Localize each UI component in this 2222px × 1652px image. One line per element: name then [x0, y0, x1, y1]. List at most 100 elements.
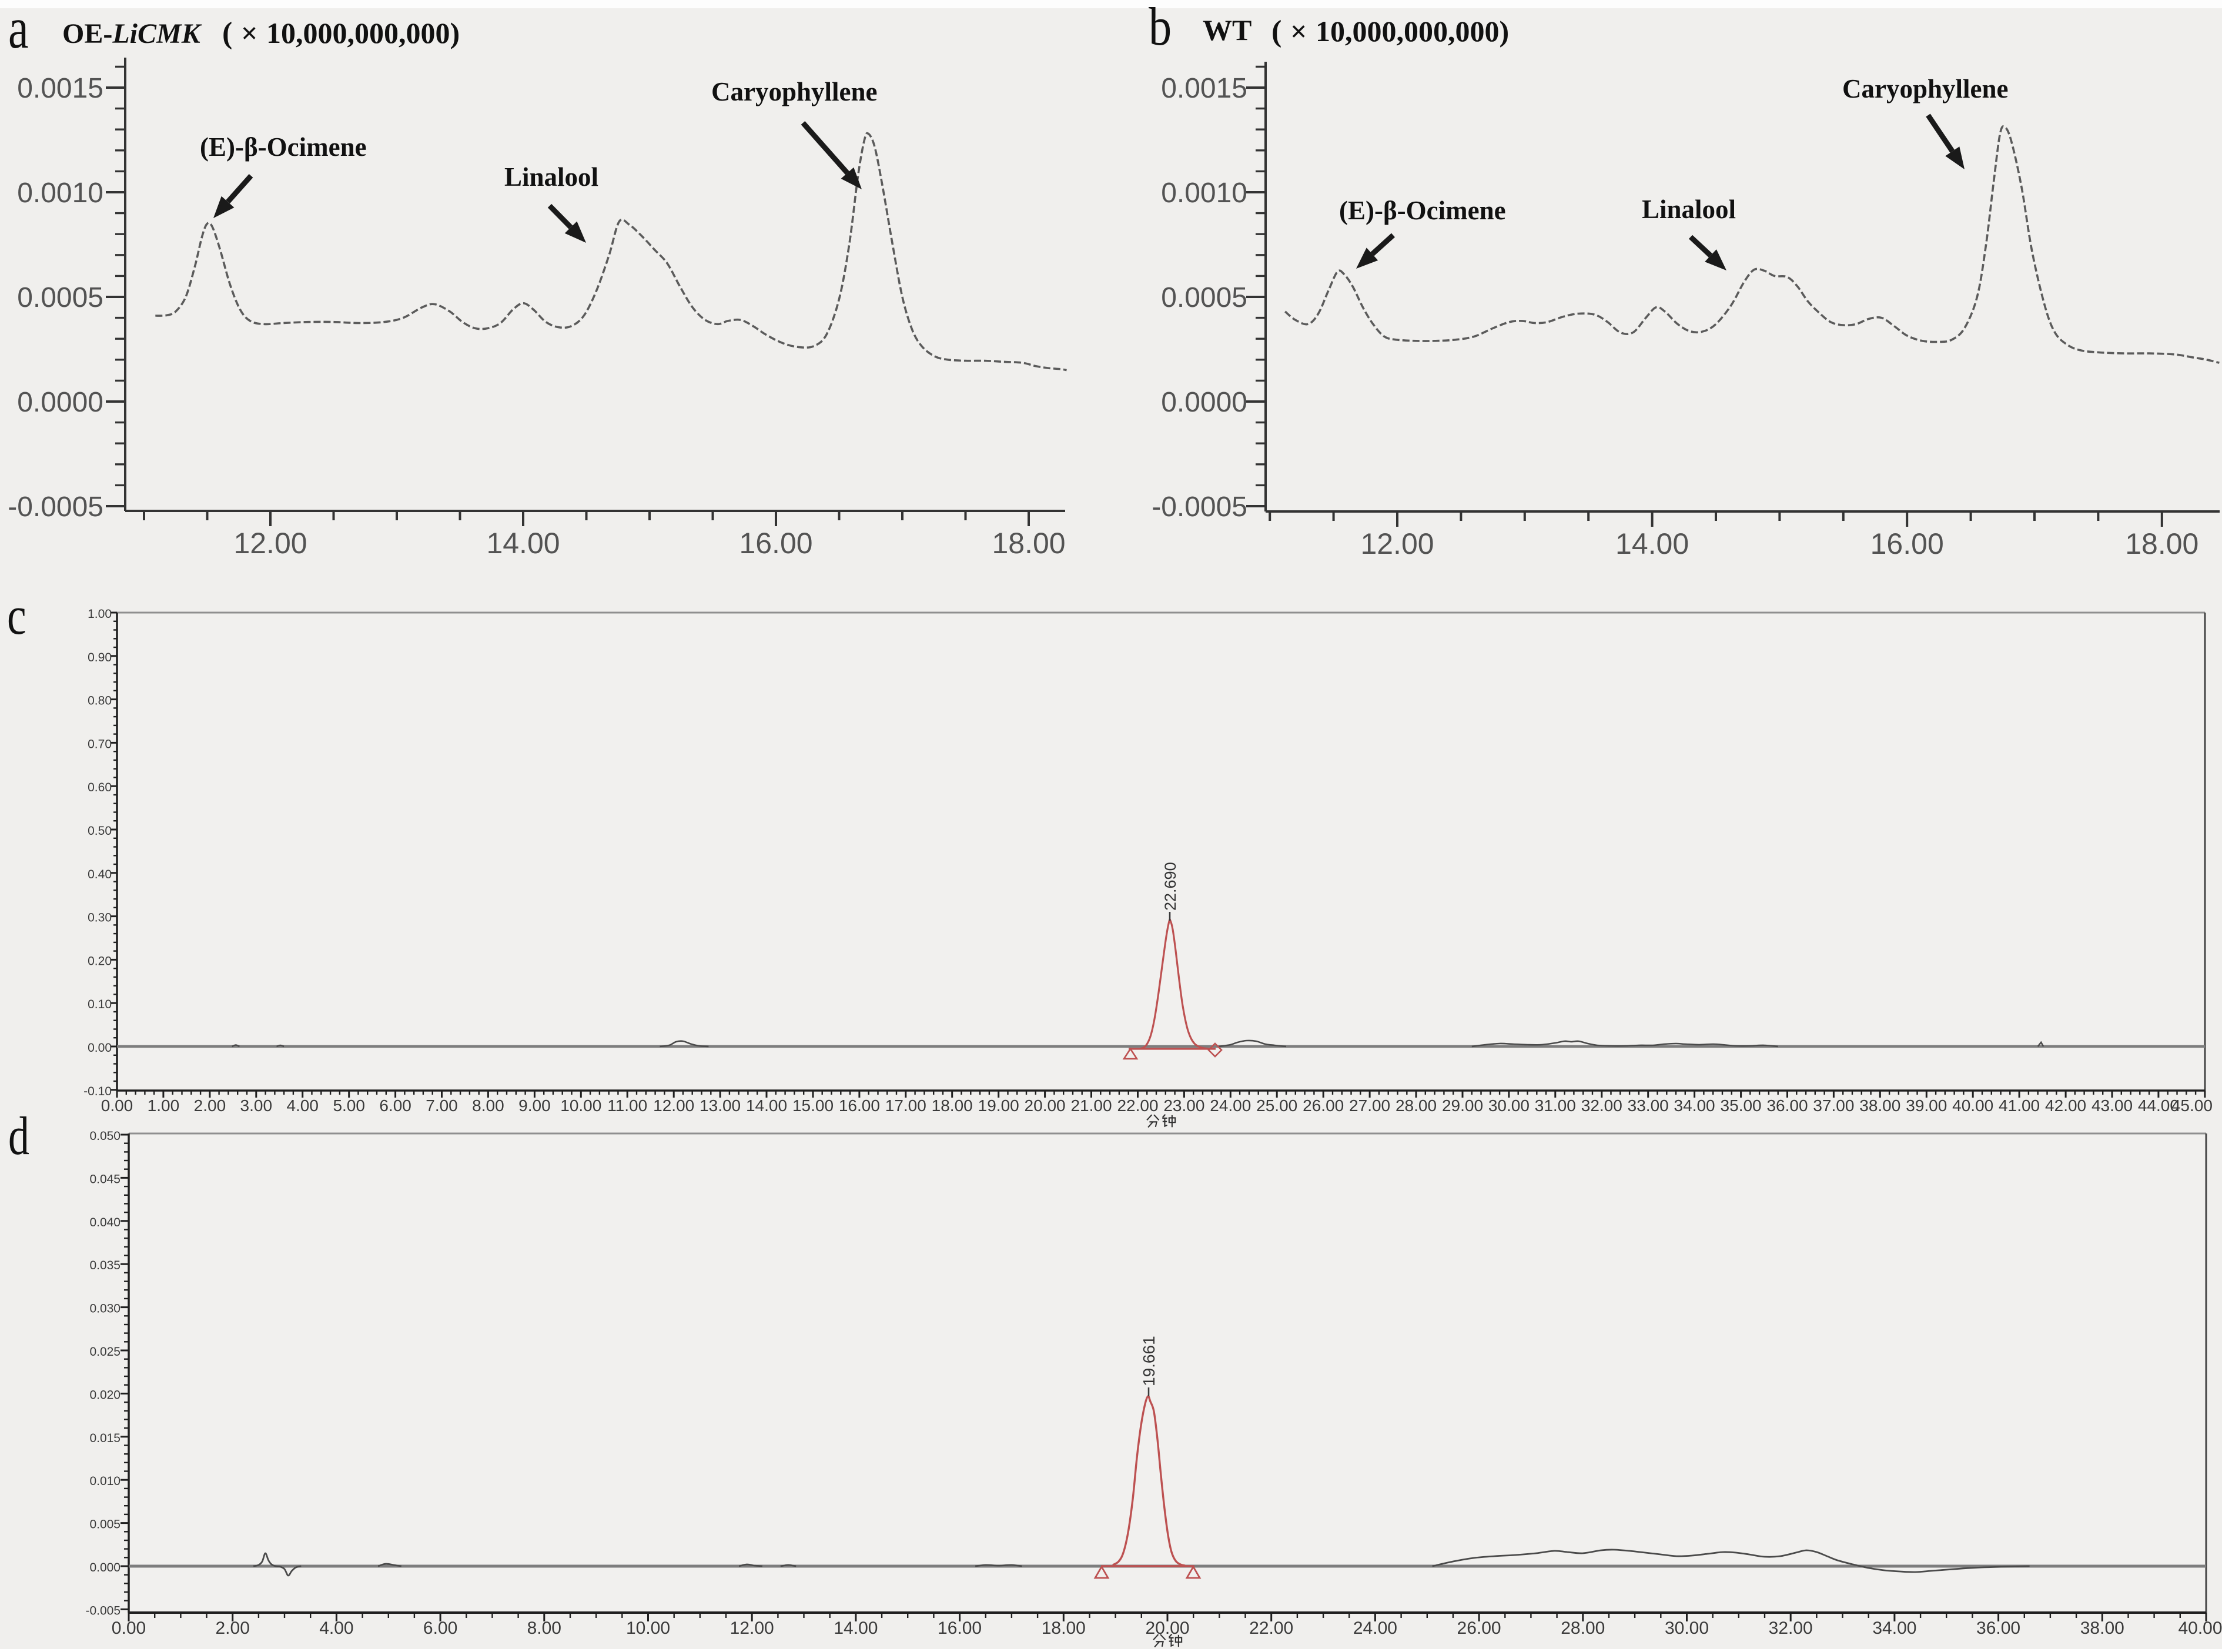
svg-text:6.00: 6.00: [379, 1096, 411, 1115]
svg-text:Caryophyllene: Caryophyllene: [711, 77, 878, 106]
svg-text:0.030: 0.030: [89, 1302, 121, 1316]
svg-text:0.0015: 0.0015: [1161, 73, 1247, 104]
svg-text:0.00: 0.00: [101, 1096, 133, 1115]
svg-text:32.00: 32.00: [1581, 1096, 1622, 1115]
svg-text:(E)-β-Ocimene: (E)-β-Ocimene: [200, 132, 367, 162]
svg-text:d: d: [8, 1105, 29, 1166]
svg-text:0.00: 0.00: [112, 1618, 146, 1638]
svg-text:10,000,000,000): 10,000,000,000): [266, 16, 460, 49]
svg-text:2.00: 2.00: [216, 1618, 250, 1638]
svg-text:b: b: [1149, 0, 1172, 56]
svg-text:0.0005: 0.0005: [17, 282, 103, 313]
svg-text:41.00: 41.00: [1999, 1096, 2040, 1115]
svg-text:36.00: 36.00: [1766, 1096, 1808, 1115]
svg-text:Caryophyllene: Caryophyllene: [1842, 74, 2009, 103]
svg-text:0.50: 0.50: [88, 824, 112, 838]
svg-text:(E)-β-Ocimene: (E)-β-Ocimene: [1339, 196, 1506, 225]
svg-text:0.025: 0.025: [89, 1345, 121, 1359]
svg-text:19.00: 19.00: [978, 1096, 1019, 1115]
svg-text:10.00: 10.00: [626, 1618, 670, 1638]
svg-text:12.00: 12.00: [233, 527, 307, 560]
svg-text:12.00: 12.00: [653, 1096, 694, 1115]
svg-text:0.0000: 0.0000: [17, 387, 103, 418]
svg-text:Linalool: Linalool: [504, 162, 598, 192]
svg-text:29.00: 29.00: [1442, 1096, 1483, 1115]
svg-text:0.0005: 0.0005: [1161, 282, 1247, 313]
svg-text:×: ×: [1290, 15, 1307, 48]
svg-text:16.00: 16.00: [739, 527, 812, 560]
svg-text:(: (: [1271, 15, 1281, 48]
svg-text:16.00: 16.00: [1870, 527, 1944, 560]
svg-text:30.00: 30.00: [1665, 1618, 1709, 1638]
svg-text:0.050: 0.050: [89, 1129, 121, 1143]
svg-text:14.00: 14.00: [834, 1618, 878, 1638]
svg-text:-0.005: -0.005: [85, 1604, 121, 1617]
svg-text:31.00: 31.00: [1535, 1096, 1576, 1115]
svg-text:(: (: [222, 16, 232, 50]
svg-text:8.00: 8.00: [527, 1618, 561, 1638]
svg-text:11.00: 11.00: [607, 1096, 647, 1115]
svg-text:22.690: 22.690: [1162, 862, 1179, 911]
svg-text:0.0015: 0.0015: [17, 73, 103, 104]
svg-text:18.00: 18.00: [1042, 1618, 1086, 1638]
svg-text:18.00: 18.00: [932, 1096, 973, 1115]
svg-text:18.00: 18.00: [2125, 527, 2198, 560]
svg-text:26.00: 26.00: [1303, 1096, 1344, 1115]
svg-text:39.00: 39.00: [1906, 1096, 1947, 1115]
svg-text:0.80: 0.80: [88, 694, 112, 708]
svg-text:WT: WT: [1203, 14, 1251, 46]
svg-text:23.00: 23.00: [1163, 1096, 1204, 1115]
svg-text:22.00: 22.00: [1249, 1618, 1293, 1638]
svg-text:0.00: 0.00: [88, 1041, 112, 1055]
svg-text:18.00: 18.00: [992, 527, 1065, 560]
svg-text:0.90: 0.90: [88, 651, 112, 664]
svg-text:0.045: 0.045: [89, 1172, 121, 1186]
svg-text:0.040: 0.040: [89, 1216, 121, 1229]
svg-text:0.10: 0.10: [88, 998, 112, 1011]
svg-text:43.00: 43.00: [2092, 1096, 2133, 1115]
svg-text:16.00: 16.00: [938, 1618, 982, 1638]
svg-text:-0.0005: -0.0005: [1152, 491, 1247, 523]
svg-text:4.00: 4.00: [319, 1618, 353, 1638]
svg-text:24.00: 24.00: [1210, 1096, 1251, 1115]
svg-text:0.010: 0.010: [89, 1474, 121, 1488]
svg-text:13.00: 13.00: [700, 1096, 741, 1115]
svg-text:16.00: 16.00: [839, 1096, 880, 1115]
svg-text:45.00: 45.00: [2171, 1096, 2213, 1115]
svg-text:-0.10: -0.10: [83, 1085, 112, 1098]
svg-text:36.00: 36.00: [1976, 1618, 2020, 1638]
svg-text:10,000,000,000): 10,000,000,000): [1316, 15, 1509, 48]
svg-text:42.00: 42.00: [2045, 1096, 2086, 1115]
svg-text:28.00: 28.00: [1396, 1096, 1437, 1115]
svg-text:44.00: 44.00: [2138, 1096, 2179, 1115]
svg-text:34.00: 34.00: [1872, 1618, 1916, 1638]
svg-text:3.00: 3.00: [240, 1096, 273, 1115]
svg-text:0.0010: 0.0010: [17, 178, 103, 209]
svg-text:22.00: 22.00: [1117, 1096, 1158, 1115]
svg-text:25.00: 25.00: [1256, 1096, 1297, 1115]
svg-text:a: a: [8, 0, 29, 61]
svg-text:7.00: 7.00: [426, 1096, 458, 1115]
svg-text:0.0010: 0.0010: [1161, 178, 1247, 209]
svg-text:0.035: 0.035: [89, 1259, 121, 1272]
svg-text:37.00: 37.00: [1813, 1096, 1854, 1115]
svg-text:14.00: 14.00: [486, 527, 560, 560]
svg-text:Linalool: Linalool: [1642, 195, 1736, 224]
svg-text:10.00: 10.00: [560, 1096, 601, 1115]
svg-text:24.00: 24.00: [1353, 1618, 1397, 1638]
svg-text:38.00: 38.00: [2080, 1618, 2124, 1638]
svg-text:17.00: 17.00: [885, 1096, 926, 1115]
svg-text:0.0000: 0.0000: [1161, 387, 1247, 418]
svg-text:0.20: 0.20: [88, 954, 112, 968]
svg-text:12.00: 12.00: [730, 1618, 774, 1638]
svg-text:0.60: 0.60: [88, 781, 112, 794]
svg-text:c: c: [7, 586, 26, 646]
svg-text:0.000: 0.000: [89, 1561, 121, 1574]
svg-text:33.00: 33.00: [1628, 1096, 1669, 1115]
svg-text:35.00: 35.00: [1721, 1096, 1762, 1115]
svg-text:0.40: 0.40: [88, 868, 112, 881]
svg-text:OE-LiCMK: OE-LiCMK: [62, 18, 202, 49]
svg-text:0.015: 0.015: [89, 1432, 121, 1445]
svg-text:34.00: 34.00: [1674, 1096, 1715, 1115]
svg-text:15.00: 15.00: [792, 1096, 834, 1115]
